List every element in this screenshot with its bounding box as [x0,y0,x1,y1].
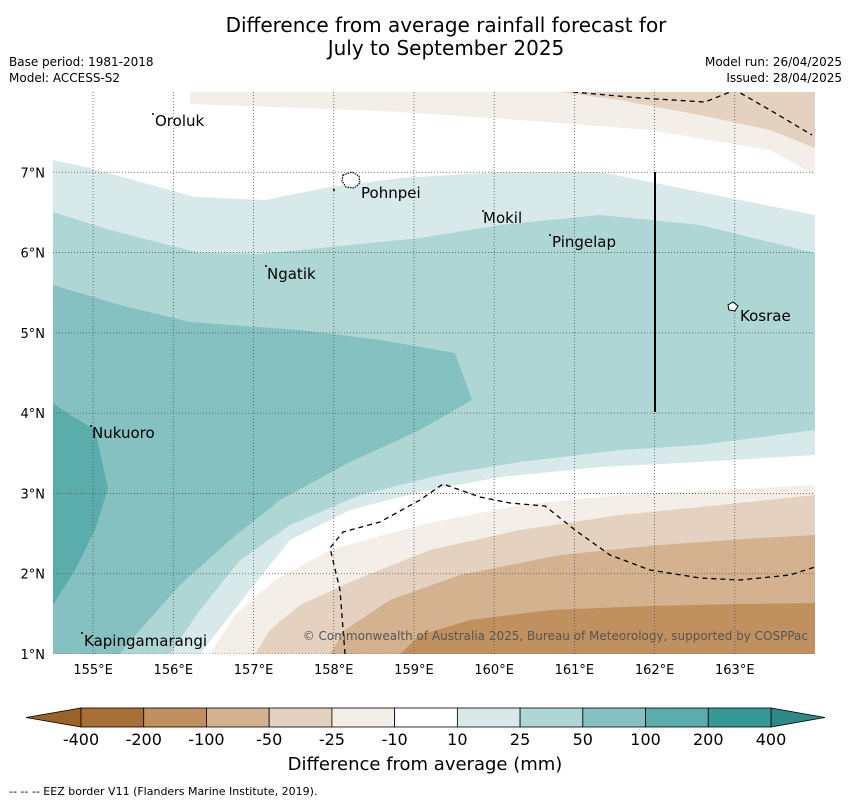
copyright-notice: © Commonwealth of Australia 2025, Bureau… [303,629,808,643]
nukuoro-atoll [90,425,92,427]
band-pos-50 [53,285,472,654]
issued-date: Issued: 28/04/2025 [726,71,842,85]
label-oroluk: Oroluk [155,112,204,130]
lon-tick-label: 157°E [234,663,274,678]
longitude-tick-labels: 155°E 156°E 157°E 158°E 159°E 160°E 161°E 162°E… [73,663,754,678]
colorbar-segment [582,707,646,728]
colorbar-tick-label: -10 [382,730,408,749]
meta-left: Base period: 1981-2018 Model: ACCESS-S2 [9,54,154,86]
colorbar-segment [519,707,584,728]
lat-tick-label: 4°N [21,407,46,422]
colorbar-tick-label: 25 [510,730,530,749]
colorbar-segment [394,707,458,728]
lon-tick-label: 159°E [394,663,434,678]
label-nukuoro: Nukuoro [92,424,155,442]
lat-tick-label: 2°N [21,568,46,583]
eez-border-north [572,92,813,136]
colorbar-tick-label: -50 [256,730,282,749]
lat-tick-label: 6°N [21,247,46,262]
colorbar-segment [331,707,396,728]
colorbar-segment [268,707,333,728]
lat-tick-label: 3°N [21,487,46,502]
colorbar-segment [206,707,270,728]
lon-tick-label: 158°E [314,663,354,678]
lon-tick-label: 155°E [73,663,113,678]
graticule [53,92,815,654]
lon-tick-label: 156°E [154,663,194,678]
eez-border-south [329,483,815,654]
band-neg-25-north [190,92,815,175]
band-pos-100 [53,403,108,605]
model-name: Model: ACCESS-S2 [9,71,121,85]
colorbar-segment [80,707,145,728]
label-pingelap: Pingelap [552,233,616,251]
colorbar-tick-label: 50 [573,730,593,749]
colorbar-extend-low [25,707,82,728]
lat-tick-label: 7°N [21,166,46,181]
kosrae-island-shape [727,301,739,312]
colorbar-tick-label: 200 [693,730,724,749]
colorbar-tick-label: 10 [447,730,467,749]
band-neg-200-south [400,603,815,654]
mokil-atoll [482,210,484,212]
colorbar-tick-label: 400 [756,730,787,749]
contour-fill-layer [53,92,815,654]
legend-title: Difference from average (mm) [287,754,563,775]
lon-tick-label: 163°E [715,663,755,678]
colorbar-segment [456,707,521,728]
band-neg-50-north [560,92,815,148]
place-labels: Oroluk Pohnpei Mokil Pingelap Ngatik Kos… [84,112,791,650]
model-run: Model run: 26/04/2025 [704,55,842,69]
lat-tick-label: 5°N [21,327,46,342]
colorbar-tick-label: 100 [630,730,661,749]
pohnpei-island-shape [341,171,361,189]
colorbar-segment [143,707,207,728]
latitude-tick-labels: 1°N 2°N 3°N 4°N 5°N 6°N 7°N [21,166,46,663]
colorbar-segment [645,707,709,728]
pohnpei-islet [333,189,335,191]
oroluk-atoll [152,113,154,115]
colorbar-extend-high [770,707,826,728]
lon-tick-label: 162°E [635,663,675,678]
colorbar-tick-label: -400 [63,730,99,749]
label-kapingamarangi: Kapingamarangi [84,632,207,650]
meta-right: Model run: 26/04/2025 Issued: 28/04/2025 [705,54,842,86]
eez-footnote: -- -- -- EEZ border V11 (Flanders Marine… [9,785,318,798]
lon-tick-label: 160°E [474,663,514,678]
lat-tick-label: 1°N [21,648,46,663]
colorbar-tick-label: -100 [188,730,224,749]
lon-tick-label: 161°E [555,663,595,678]
label-pohnpei: Pohnpei [361,184,421,202]
kapingamarangi-atoll [81,632,83,634]
pingelap-atoll [549,234,551,236]
label-kosrae: Kosrae [740,307,791,325]
ngatik-atoll [265,265,267,267]
base-period: Base period: 1981-2018 [9,55,154,69]
colorbar-tick-label: -25 [319,730,345,749]
colorbar-segment [707,707,772,728]
band-pos-25 [53,212,815,654]
colorbar: -400 -200 -100 -50 -25 -10 10 25 50 100 200 400 [25,707,826,749]
label-ngatik: Ngatik [267,265,316,283]
colorbar-tick-label: -200 [126,730,162,749]
title-line-1: Difference from average rainfall forecas… [225,13,667,37]
label-mokil: Mokil [483,209,522,227]
map-title: Difference from average rainfall forecas… [0,14,850,60]
title-line-2: July to September 2025 [327,36,565,60]
